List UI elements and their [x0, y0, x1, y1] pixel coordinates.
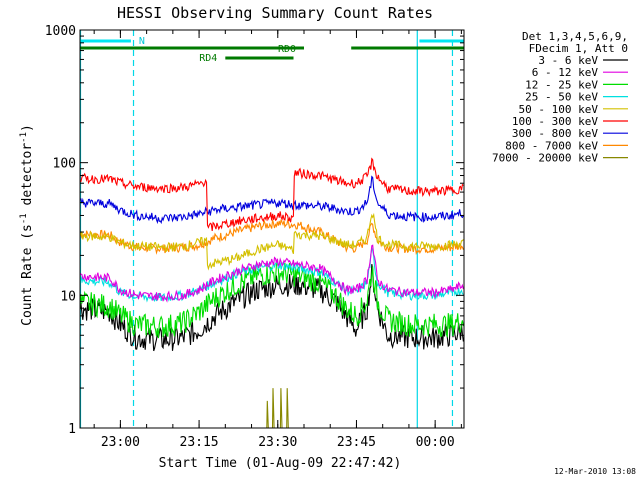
- series-line: [80, 212, 464, 271]
- legend: Det 1,3,4,5,6,9,FDecim 1, Att 03 - 6 keV…: [492, 30, 628, 165]
- series-line: [80, 246, 464, 303]
- chart-title: HESSI Observing Summary Count Rates: [117, 4, 433, 22]
- footer-date: 12-Mar-2010 13:08: [554, 467, 636, 476]
- y-tick-label: 1: [68, 422, 76, 437]
- series-line: [80, 157, 464, 231]
- y-tick-label: 1000: [45, 24, 76, 39]
- series-line: [80, 261, 464, 339]
- x-tick-label: 23:00: [101, 435, 140, 450]
- rd4-label: RD4: [199, 53, 217, 64]
- y-axis-label: Count Rate (s-1 detector-1): [19, 124, 35, 326]
- legend-header-line: Det 1,3,4,5,6,9,: [522, 30, 628, 43]
- legend-label: 25 - 50 keV: [525, 91, 598, 104]
- x-axis-label: Start Time (01-Aug-09 22:47:42): [159, 456, 402, 471]
- annotation-layer: N RD0 RD4: [79, 30, 464, 428]
- series-line: [80, 244, 464, 303]
- x-tick-label: 23:30: [258, 435, 297, 450]
- y-tick-label: 10: [60, 289, 76, 304]
- x-tick-label: 00:00: [416, 435, 455, 450]
- rd0-label: RD0: [278, 44, 296, 55]
- x-tick-label: 23:45: [337, 435, 376, 450]
- legend-label: 100 - 300 keV: [512, 115, 598, 128]
- series-line: [80, 175, 464, 225]
- night-label: N: [139, 36, 145, 47]
- legend-label: 50 - 100 keV: [519, 103, 599, 116]
- legend-label: 300 - 800 keV: [512, 127, 598, 140]
- x-tick-label: 23:15: [180, 435, 219, 450]
- legend-label: 12 - 25 keV: [525, 78, 598, 91]
- legend-label: 800 - 7000 keV: [505, 139, 598, 152]
- y-tick-label: 100: [53, 157, 76, 172]
- legend-label: 3 - 6 keV: [538, 54, 598, 67]
- legend-header-line: FDecim 1, Att 0: [529, 42, 628, 55]
- series-line: [80, 264, 464, 352]
- plot-frame: [79, 29, 465, 429]
- legend-label: 7000 - 20000 keV: [492, 152, 598, 165]
- series-line: [80, 388, 464, 428]
- series-layer: [80, 157, 464, 428]
- axis-ticks: 23:00 23:15 23:30 23:45 00:00 1 10 100 1000: [45, 24, 464, 450]
- legend-label: 6 - 12 keV: [532, 66, 599, 79]
